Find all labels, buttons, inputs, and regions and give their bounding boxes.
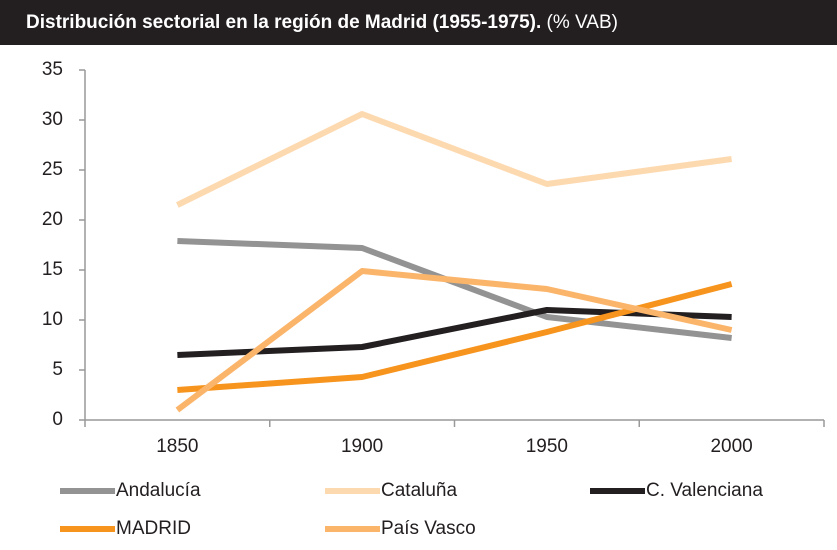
y-tick-label: 25 [42, 159, 63, 180]
chart-subtitle: (% VAB) [547, 12, 618, 33]
y-tick-label: 30 [42, 109, 63, 130]
y-tick-label: 20 [42, 209, 63, 230]
legend-label: Andalucía [116, 480, 201, 501]
x-tick-label: 2000 [710, 436, 752, 457]
series-line [177, 281, 733, 393]
y-tick-label: 10 [42, 309, 63, 330]
series-line [177, 307, 732, 358]
series-line [177, 238, 732, 341]
legend-label: C. Valenciana [646, 480, 763, 501]
series-line [175, 268, 733, 413]
title-bar [0, 0, 837, 45]
series-line [176, 111, 733, 208]
chart-title-text: Distribución sectorial en la región de M… [26, 12, 618, 33]
x-tick-label: 1950 [526, 436, 568, 457]
x-tick-label: 1900 [341, 436, 383, 457]
x-tick-label: 1850 [156, 436, 198, 457]
y-tick-label: 0 [52, 409, 63, 430]
legend-label: MADRID [116, 518, 191, 539]
chart-title: Distribución sectorial en la región de M… [26, 12, 541, 33]
y-tick-label: 35 [42, 59, 63, 80]
y-tick-label: 5 [52, 359, 63, 380]
legend-label: País Vasco [381, 518, 476, 539]
y-tick-label: 15 [42, 259, 63, 280]
legend-label: Cataluña [381, 480, 457, 501]
